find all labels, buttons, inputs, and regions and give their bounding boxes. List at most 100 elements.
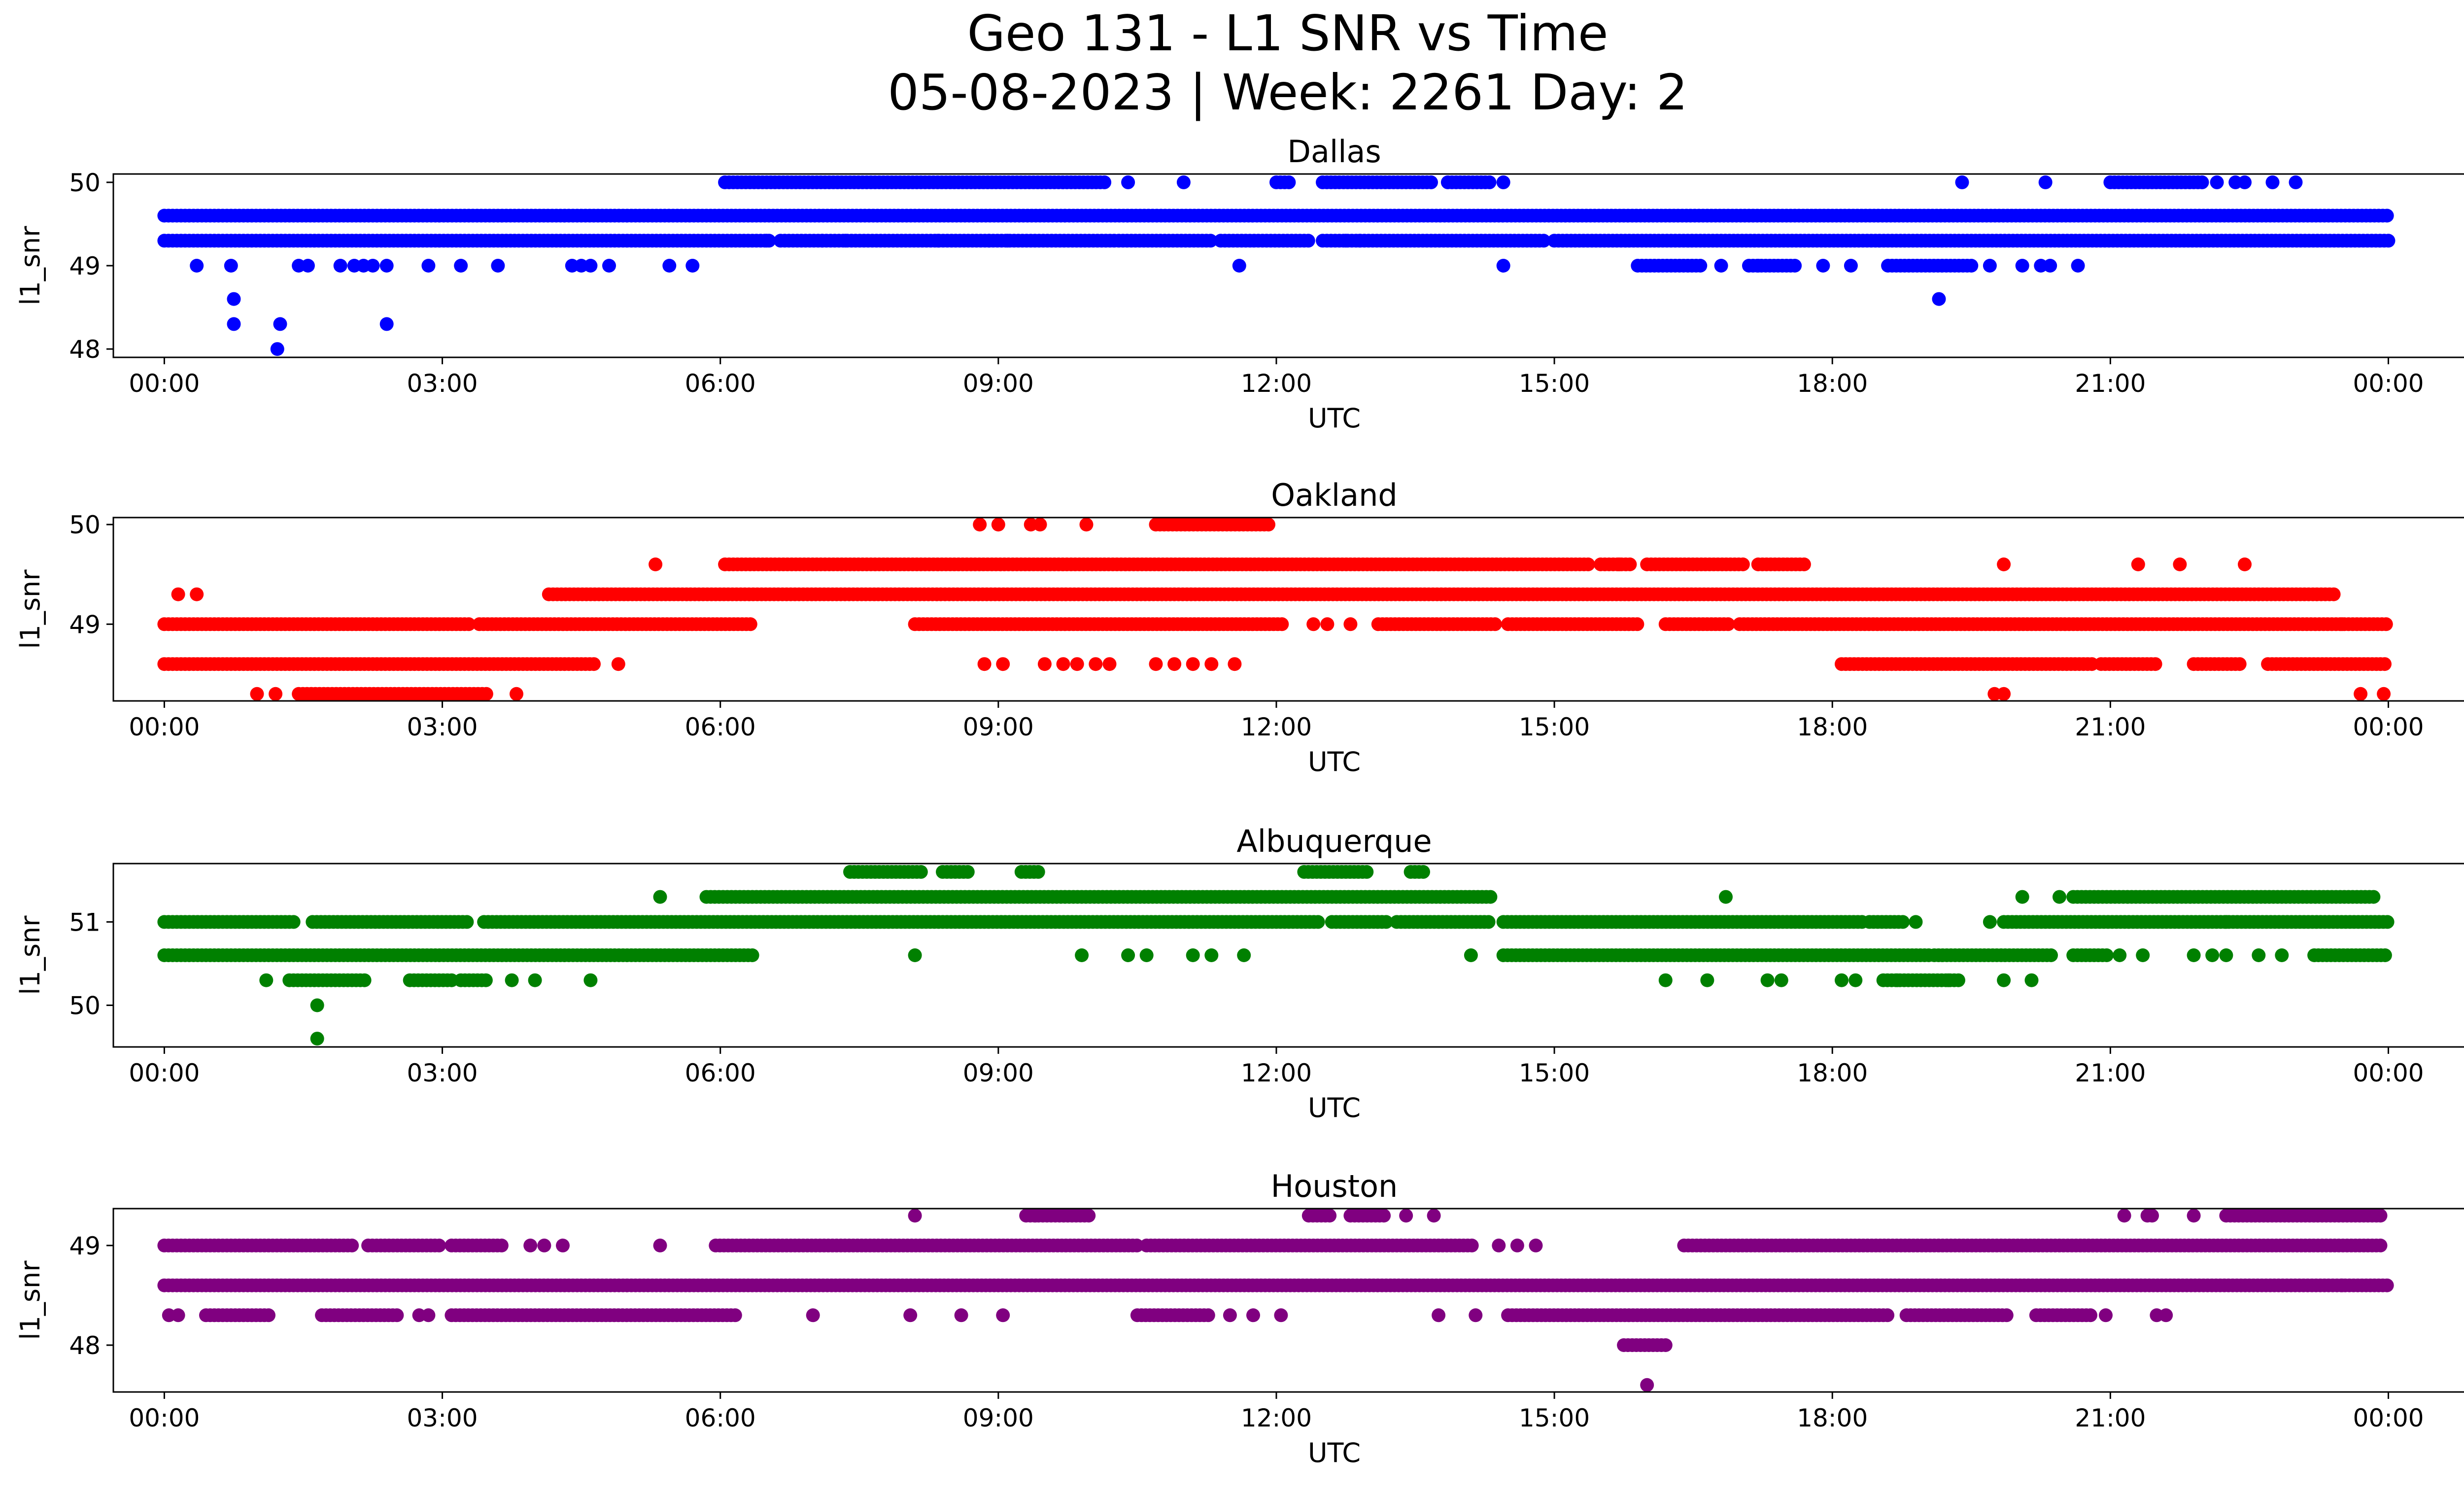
data-point: [1204, 657, 1219, 671]
data-point: [1896, 915, 1910, 929]
data-point: [1070, 657, 1084, 671]
data-point: [2380, 915, 2395, 929]
data-points: [157, 1209, 2394, 1392]
data-point: [2210, 175, 2224, 189]
data-point: [1714, 259, 1728, 273]
data-point: [759, 234, 774, 248]
data-point: [1658, 973, 1673, 987]
data-point: [914, 865, 928, 879]
data-point: [259, 973, 274, 987]
data-point: [2219, 915, 2233, 929]
data-point: [662, 259, 677, 273]
data-point: [1237, 948, 1251, 962]
data-point: [2378, 657, 2392, 671]
data-point: [1983, 915, 1997, 929]
data-point: [2015, 259, 2029, 273]
data-point: [1089, 657, 1103, 671]
data-point: [583, 973, 598, 987]
data-point: [1630, 617, 1644, 631]
data-point: [462, 617, 476, 631]
data-point: [2024, 973, 2039, 987]
data-point: [270, 342, 284, 356]
x-axis-label: UTC: [1308, 1092, 1361, 1123]
data-point: [815, 234, 829, 248]
data-point: [1997, 973, 2011, 987]
data-point: [1835, 973, 1848, 987]
data-points: [157, 865, 2395, 1046]
data-point: [1186, 657, 1200, 671]
data-point: [1890, 973, 1904, 987]
data-point: [224, 259, 238, 273]
data-point: [1488, 617, 1502, 631]
data-point: [1424, 175, 1438, 189]
data-point: [2238, 175, 2252, 189]
data-point: [931, 234, 945, 248]
y-tick-label: 49: [69, 610, 101, 639]
y-axis-label: l1_snr: [15, 569, 46, 649]
x-tick-label: 15:00: [1519, 1059, 1590, 1087]
y-tick-label: 50: [69, 991, 101, 1020]
data-point: [2265, 175, 2280, 189]
x-tick-label: 21:00: [2075, 713, 2146, 741]
data-point: [1760, 973, 1775, 987]
data-point: [1955, 175, 1969, 189]
x-tick-label: 03:00: [407, 369, 478, 398]
x-axis-label: UTC: [1308, 746, 1361, 777]
data-point: [745, 948, 759, 962]
subplot-title: Dallas: [1287, 134, 1381, 170]
data-point: [1311, 915, 1325, 929]
data-point: [505, 973, 519, 987]
data-point: [2148, 657, 2162, 671]
data-point: [685, 259, 700, 273]
subplot-title: Houston: [1271, 1168, 1398, 1204]
data-point: [227, 317, 241, 331]
y-tick-label: 49: [69, 252, 101, 280]
data-point: [273, 317, 287, 331]
data-point: [1751, 259, 1765, 273]
data-point: [269, 687, 283, 701]
data-point: [2071, 259, 2085, 273]
data-point: [2232, 657, 2247, 671]
data-point: [310, 1032, 324, 1046]
data-point: [1121, 948, 1135, 962]
data-point: [1721, 617, 1735, 631]
x-tick-label: 12:00: [1241, 1059, 1312, 1087]
data-point: [2113, 948, 2127, 962]
x-tick-label: 00:00: [129, 713, 200, 741]
data-point: [1464, 948, 1478, 962]
data-point: [1306, 617, 1321, 631]
data-point: [1481, 915, 1496, 929]
data-point: [1693, 259, 1708, 273]
data-point: [2379, 617, 2393, 631]
data-point: [494, 1238, 509, 1252]
x-tick-label: 00:00: [129, 369, 200, 398]
data-point: [1262, 518, 1275, 532]
x-tick-label: 18:00: [1797, 1059, 1868, 1087]
data-point: [1037, 657, 1052, 671]
data-point: [1983, 259, 1997, 273]
data-point: [1167, 657, 1182, 671]
data-point: [1496, 175, 1510, 189]
x-axis-label: UTC: [1308, 403, 1361, 434]
data-point: [1482, 175, 1497, 189]
x-tick-label: 00:00: [2353, 1059, 2424, 1087]
data-point: [1909, 915, 1923, 929]
data-point: [479, 687, 493, 701]
data-point: [1056, 657, 1070, 671]
figure-title-line1: Geo 131 - L1 SNR vs Time: [967, 4, 1608, 62]
data-points: [157, 175, 2396, 356]
data-point: [2131, 557, 2145, 571]
data-point: [460, 915, 474, 929]
data-point: [1719, 890, 1733, 904]
data-point: [1465, 1238, 1479, 1252]
data-point: [333, 259, 347, 273]
x-tick-label: 09:00: [963, 369, 1034, 398]
data-point: [1232, 259, 1246, 273]
data-point: [1031, 865, 1045, 879]
x-tick-label: 12:00: [1241, 713, 1312, 741]
data-point: [1360, 865, 1374, 879]
x-tick-label: 21:00: [2075, 1059, 2146, 1087]
data-point: [2187, 948, 2201, 962]
x-tick-label: 12:00: [1241, 369, 1312, 398]
